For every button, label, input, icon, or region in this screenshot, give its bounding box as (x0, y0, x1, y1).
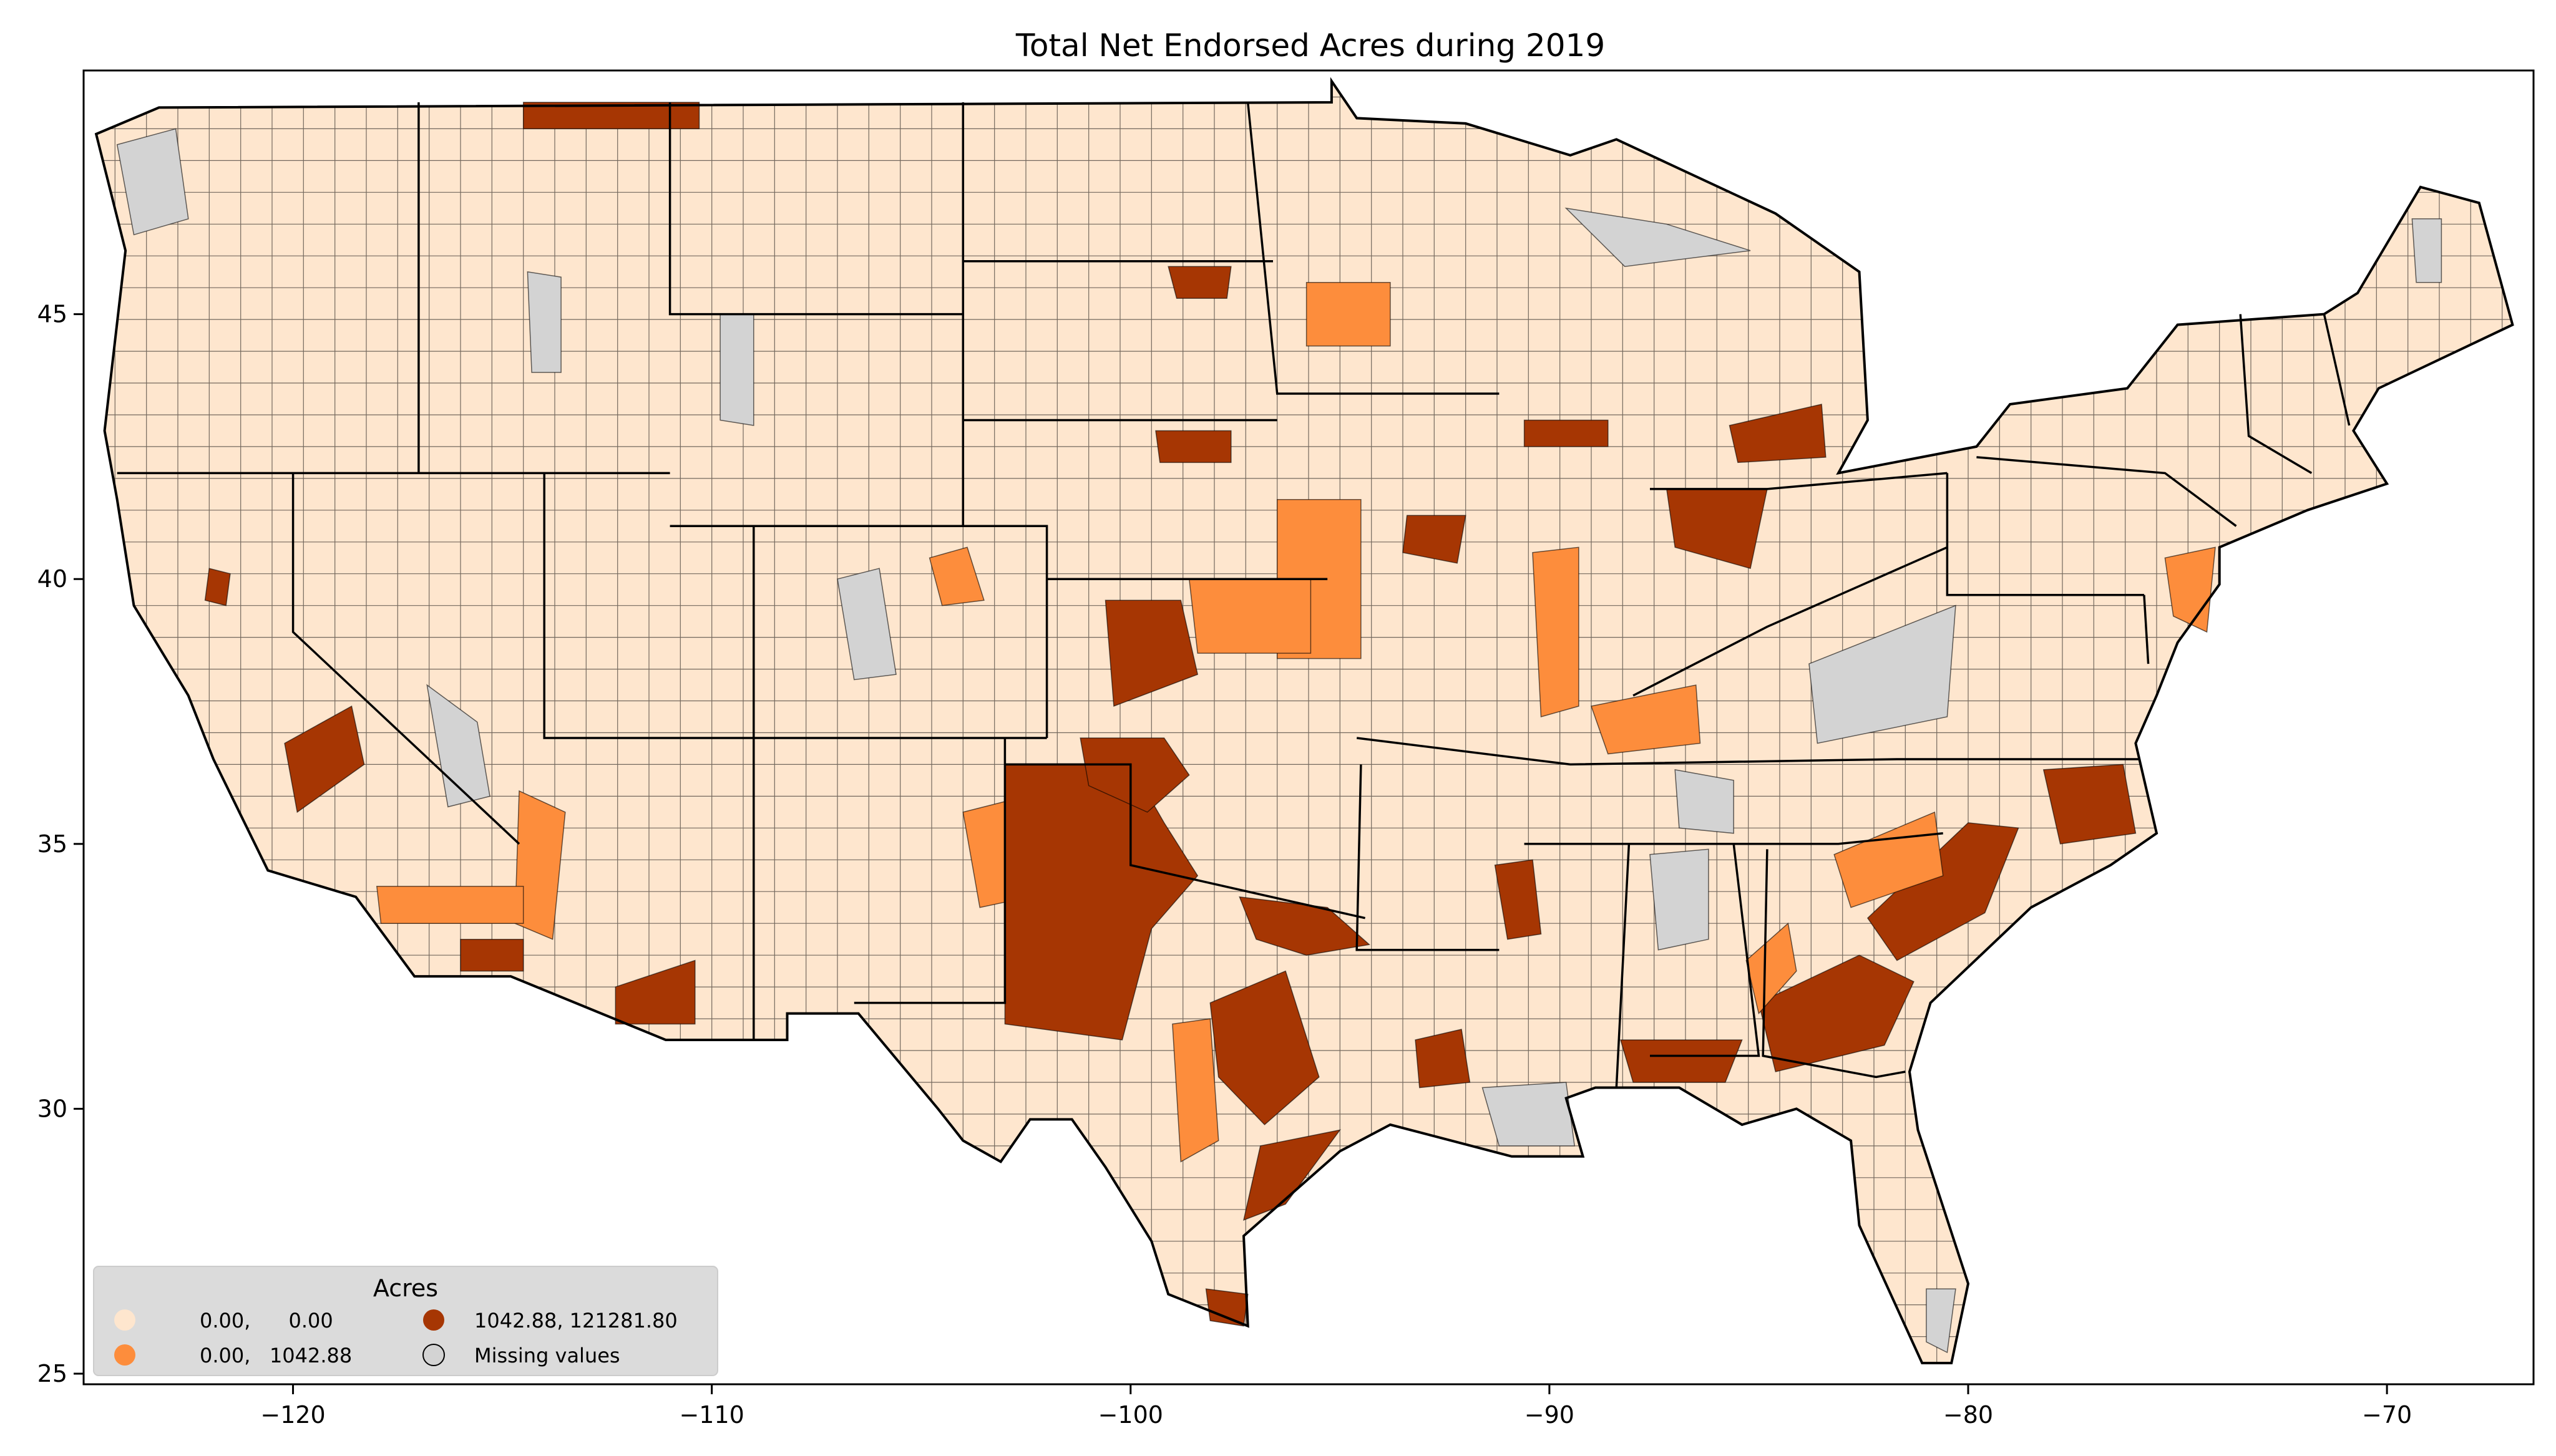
state-border (543, 473, 1047, 739)
region-high (1415, 1029, 1471, 1089)
state-border (1632, 546, 1948, 697)
legend-entry: 0.00, 1042.88 (114, 1344, 352, 1367)
region-high (1494, 859, 1542, 940)
region-outline (96, 81, 2513, 1363)
region-low (1188, 578, 1312, 654)
region-missing (1808, 604, 1956, 744)
x-tick-label: −100 (1098, 1401, 1163, 1429)
region-missing (1649, 848, 1709, 951)
state-border (2239, 314, 2313, 474)
region-high (1209, 970, 1320, 1125)
state-border (1355, 764, 1500, 951)
region-high (1402, 515, 1466, 564)
region-high (204, 568, 231, 606)
region-missing (1481, 1082, 1576, 1147)
coastline (94, 77, 2514, 1364)
region-high (1866, 822, 2019, 961)
x-tick-label: −110 (679, 1401, 744, 1429)
region-high (2042, 764, 2137, 845)
x-tick-label: −120 (260, 1401, 325, 1429)
legend-marker-missing (422, 1344, 445, 1366)
state-border (1005, 763, 1365, 920)
region-low (1591, 684, 1701, 755)
x-tick-label: −90 (1524, 1401, 1574, 1429)
region-low (1172, 1018, 1219, 1163)
region-low (376, 886, 524, 924)
legend-box (93, 1266, 718, 1376)
region-high (615, 959, 696, 1025)
region-low (929, 546, 985, 606)
state-border (1650, 472, 1948, 490)
state-border (1650, 843, 1760, 1057)
region-missing (1926, 1288, 1956, 1354)
region-high (284, 705, 365, 813)
legend-label: 0.00, 0.00 (200, 1309, 333, 1332)
chart-title: Total Net Endorsed Acres during 2019 (1015, 27, 1605, 64)
region-low (514, 790, 566, 940)
region-low (1532, 546, 1579, 717)
region-missing (719, 313, 754, 426)
y-tick-label: 25 (37, 1360, 67, 1387)
x-axis: −120 −110 −100 −90 −80 −70 (260, 1384, 2412, 1429)
state-border (1356, 737, 2140, 766)
state-border (1615, 843, 1631, 1088)
state-border (668, 102, 963, 316)
region-high (1105, 599, 1199, 707)
legend-title: Acres (373, 1274, 438, 1302)
state-border (1762, 849, 1906, 1079)
region-high (460, 938, 524, 972)
region-high (1523, 419, 1609, 447)
x-tick-label: −70 (2362, 1401, 2412, 1429)
state-border (291, 473, 520, 845)
legend-entry: Missing values (422, 1344, 620, 1367)
y-tick-label: 45 (37, 301, 67, 328)
region-low (1305, 281, 1391, 347)
region-low (1745, 922, 1797, 1015)
region-missing (116, 128, 189, 236)
state-border (2323, 314, 2351, 426)
region-high (1242, 1129, 1342, 1221)
region-high (1155, 430, 1232, 463)
region-missing (837, 568, 897, 681)
state-border (854, 738, 1007, 1004)
choropleth-regions (116, 102, 2442, 1354)
x-tick-label: −80 (1943, 1401, 1993, 1429)
y-axis: 25 30 35 40 45 (37, 301, 84, 1387)
region-missing (426, 684, 490, 808)
region-high (1758, 954, 1915, 1072)
legend-label: Missing values (474, 1344, 620, 1367)
region-high (1729, 404, 1827, 463)
state-border (2143, 595, 2150, 664)
legend-label: 1042.88, 121281.80 (474, 1309, 678, 1332)
legend-entry: 0.00, 0.00 (114, 1309, 333, 1332)
legend: Acres 0.00, 0.00 0.00, 1042.88 1042.88, … (93, 1266, 718, 1376)
region-missing (527, 271, 562, 373)
state-border (670, 525, 1048, 738)
region-missing (1564, 207, 1751, 267)
region-high (1080, 737, 1190, 813)
state-borders (117, 102, 2351, 1088)
state-border (1946, 473, 2144, 596)
plot-area (82, 69, 2535, 1386)
legend-marker-zero (114, 1309, 135, 1331)
legend-entry: 1042.88, 121281.80 (423, 1309, 678, 1332)
y-tick-label: 40 (37, 565, 67, 593)
legend-marker-high (423, 1309, 444, 1331)
legend-marker-low (114, 1344, 135, 1366)
legend-label: 0.00, 1042.88 (200, 1344, 352, 1367)
region-high (1619, 1039, 1743, 1083)
region-low (2164, 546, 2216, 633)
region-missing (1674, 769, 1734, 834)
state-border (1246, 102, 1500, 395)
state-border (1976, 456, 2237, 527)
region-high (522, 102, 700, 130)
y-tick-label: 35 (37, 830, 67, 858)
region-missing (2411, 218, 2442, 283)
plot-frame (82, 69, 2535, 1386)
y-tick-label: 30 (37, 1095, 67, 1122)
region-high (1205, 1288, 1249, 1327)
region-high (1168, 266, 1232, 299)
